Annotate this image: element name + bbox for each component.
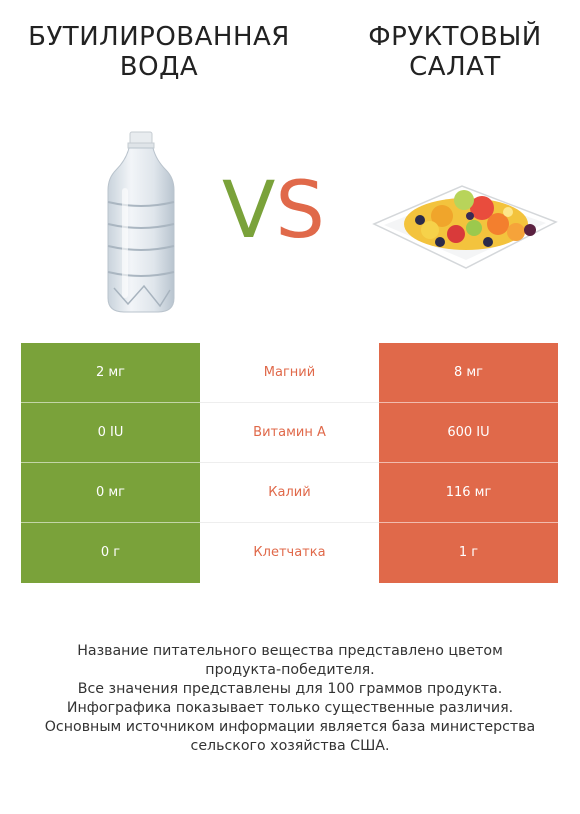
- nutrient-name: Калий: [200, 463, 379, 523]
- row-divider: [200, 402, 379, 403]
- table-row: 0 IU Витамин A 600 IU: [21, 403, 558, 463]
- footer-line: Все значения представлены для 100 граммо…: [77, 681, 503, 697]
- vs-s: S: [275, 166, 325, 256]
- water-bottle-icon: [107, 131, 175, 313]
- row-divider: [379, 402, 558, 403]
- right-value: 600 IU: [379, 403, 558, 463]
- row-divider: [200, 522, 379, 523]
- table-row: 2 мг Магний 8 мг: [21, 343, 558, 403]
- left-value: 0 г: [21, 523, 200, 583]
- footer-line: продукта-победителя.: [205, 662, 375, 678]
- row-divider: [379, 522, 558, 523]
- row-divider: [379, 462, 558, 463]
- right-value: 116 мг: [379, 463, 558, 523]
- nutrient-name: Витамин A: [200, 403, 379, 463]
- row-divider: [21, 522, 200, 523]
- nutrient-name: Клетчатка: [200, 523, 379, 583]
- left-value: 2 мг: [21, 343, 200, 403]
- comparison-table: 2 мг Магний 8 мг 0 IU Витамин A 600 IU 0…: [21, 343, 558, 583]
- nutrient-name: Магний: [200, 343, 379, 403]
- left-product-title: БУТИЛИРОВАННАЯ ВОДА: [14, 22, 304, 82]
- right-title-line2: САЛАТ: [409, 52, 501, 82]
- left-value: 0 IU: [21, 403, 200, 463]
- table-row: 0 мг Калий 116 мг: [21, 463, 558, 523]
- right-title-line1: ФРУКТОВЫЙ: [368, 22, 542, 52]
- footer-notes: Название питательного вещества представл…: [20, 642, 560, 756]
- row-divider: [21, 402, 200, 403]
- footer-line: Название питательного вещества представл…: [77, 643, 503, 659]
- right-product-title: ФРУКТОВЫЙ САЛАТ: [340, 22, 570, 82]
- right-value: 8 мг: [379, 343, 558, 403]
- vs-label: VS: [222, 166, 352, 256]
- vs-v: V: [222, 166, 276, 256]
- left-value: 0 мг: [21, 463, 200, 523]
- footer-line: Инфографика показывает только существенн…: [66, 700, 514, 716]
- row-divider: [21, 462, 200, 463]
- row-divider: [200, 462, 379, 463]
- left-title-line2: ВОДА: [119, 52, 199, 82]
- footer-line: сельского хозяйства США.: [190, 738, 390, 754]
- fruit-salad-icon: [372, 185, 558, 269]
- right-value: 1 г: [379, 523, 558, 583]
- left-title-line1: БУТИЛИРОВАННАЯ: [28, 22, 290, 52]
- table-row: 0 г Клетчатка 1 г: [21, 523, 558, 583]
- footer-line: Основным источником информации является …: [44, 719, 536, 735]
